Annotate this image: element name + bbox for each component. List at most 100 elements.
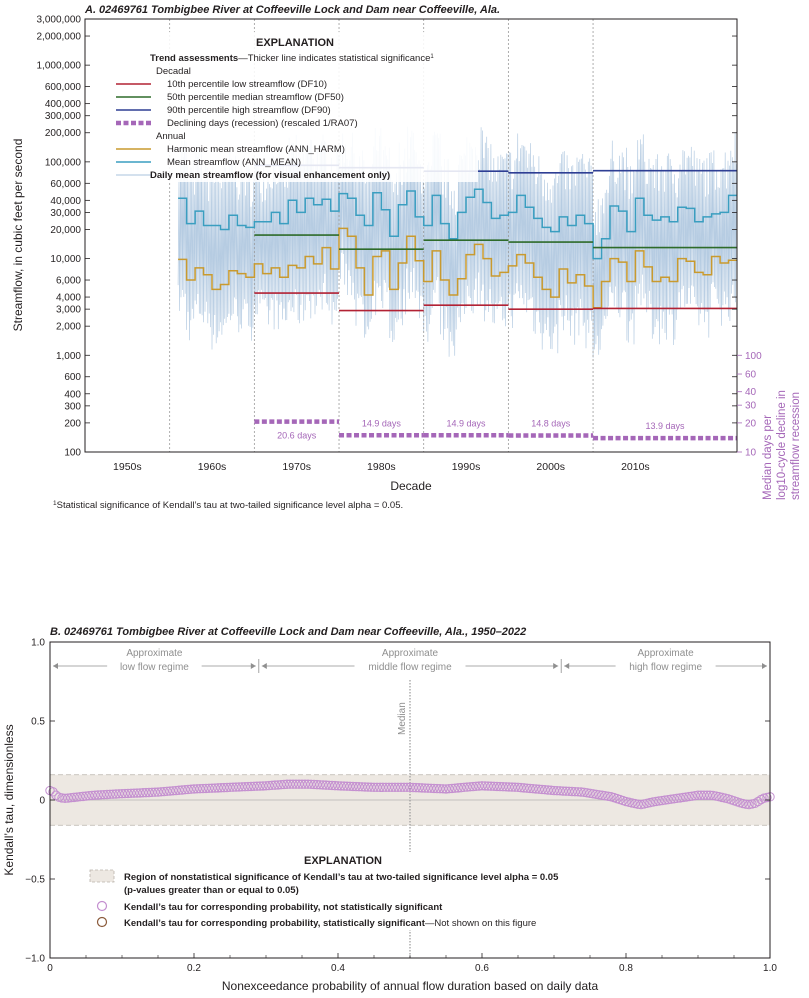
legend-label-significant: Kendall’s tau for corresponding probabil… [124,918,536,929]
footnote-superscript: 1 [53,500,57,507]
y-tick-label: 100,000 [45,157,82,168]
tau-point [210,783,220,793]
tau-point [261,781,271,791]
tau-point [411,782,421,793]
tau-point [393,782,403,793]
y2-label-line-1: Median days per [762,415,774,500]
ra07-segment-label: 20.6 days [277,431,317,441]
tau-point [465,782,475,792]
panel-b-legend: EXPLANATION Region of nonstatistical sig… [84,852,616,930]
tau-point [651,796,661,807]
legend-b-background [84,852,616,930]
tau-point [567,786,577,797]
legend-label-not-significant: Kendall’s tau for corresponding probabil… [124,902,443,913]
tau-point [429,783,439,794]
tau-point [486,781,496,791]
tau-point [417,783,427,793]
tau-point [684,791,694,802]
tau-point [336,781,346,791]
panel-b-y-axis-label: Kendall’s tau, dimensionless [2,724,16,875]
legend-label-ann-harm: Harmonic mean streamflow (ANN_HARM) [167,144,345,155]
y2-tick-label: 100 [745,351,762,362]
tau-point [399,782,409,793]
y-tick-label: 300 [64,401,81,412]
tau-point [459,782,469,793]
tau-point [414,783,424,793]
tau-point [276,779,286,790]
tau-point [270,780,280,790]
tau-point [669,794,679,804]
tau-point [183,784,193,795]
x-tick-label: 1980s [367,461,396,473]
y-tick-label: 2,000,000 [37,32,82,43]
legend-a-title: EXPLANATION [256,37,334,49]
tau-point [369,782,379,793]
tau-point [120,788,130,799]
tau-point [531,784,541,794]
tau-point [357,782,367,792]
tau-point [522,783,532,793]
tau-point [561,786,571,796]
y-tick-label: 40,000 [50,196,81,207]
legend-b-title: EXPLANATION [304,855,382,867]
tau-point [51,790,61,800]
legend-swatch-significant [96,916,108,928]
tau-point [579,787,589,797]
tau-point [648,797,658,807]
tau-point [534,784,544,794]
tau-point [513,782,523,793]
legend-a-annual-heading: Annual [156,131,186,142]
tau-point [405,782,415,793]
tau-point [291,779,301,789]
tau-point [63,793,73,803]
tau-point [420,783,430,793]
y2-tick-label: 60 [745,370,757,381]
tau-point [75,792,85,802]
y-tick-label: 600 [64,372,81,383]
tau-point [597,790,607,800]
tau-point [477,781,487,791]
legend-label-band-line1: Region of nonstatistical significance of… [124,872,559,883]
tau-point [288,779,298,789]
tau-point [585,788,595,798]
tau-point [138,788,148,798]
tau-point [342,781,352,791]
panel-b-title: B. 02469761 Tombigbee River at Coffeevil… [50,626,526,638]
tau-point [351,781,361,792]
regime-arrowhead-right [250,663,256,669]
tau-point [231,782,241,792]
ra07-segment-label: 14.9 days [447,418,487,428]
tau-point [507,782,517,792]
panel-a-series: 20.6 days 14.9 days 14.9 days 14.8 days 13.9… [178,164,737,441]
tau-point [156,787,166,797]
panel-b-ticks: 0 0.2 0.4 0.6 0.8 1.0 1.0 0.5 0 −0.5 −1.0 [25,638,777,975]
y2-tick-label: 10 [745,448,757,459]
x-tick-label: 0.2 [187,963,201,974]
y2-label-line-3: streamflow recession [790,392,802,500]
tau-point [222,782,232,793]
tau-point [678,792,688,803]
regime-label-line1: Approximate [126,648,183,659]
tau-point [297,779,307,789]
tau-point [441,784,451,794]
y-tick-label: 60,000 [50,179,81,190]
x-tick-label: 2000s [536,461,565,473]
tau-point [330,780,340,791]
tau-point [81,791,91,801]
tau-point [366,782,376,792]
y-tick-label: 3,000,000 [37,15,82,26]
tau-point [87,790,97,801]
tau-point [504,782,514,792]
tau-point [69,792,79,803]
tau-point [114,789,124,799]
y-tick-label: 200 [64,418,81,429]
tau-point [474,781,484,791]
tau-point [312,779,322,790]
tau-point [252,781,262,791]
tau-point [135,788,145,798]
regime-label-line2: low flow regime [120,662,189,673]
daily-streamflow-series [177,126,737,358]
tau-point [582,788,592,798]
tau-point [93,790,103,800]
x-tick-label: 1960s [198,461,227,473]
